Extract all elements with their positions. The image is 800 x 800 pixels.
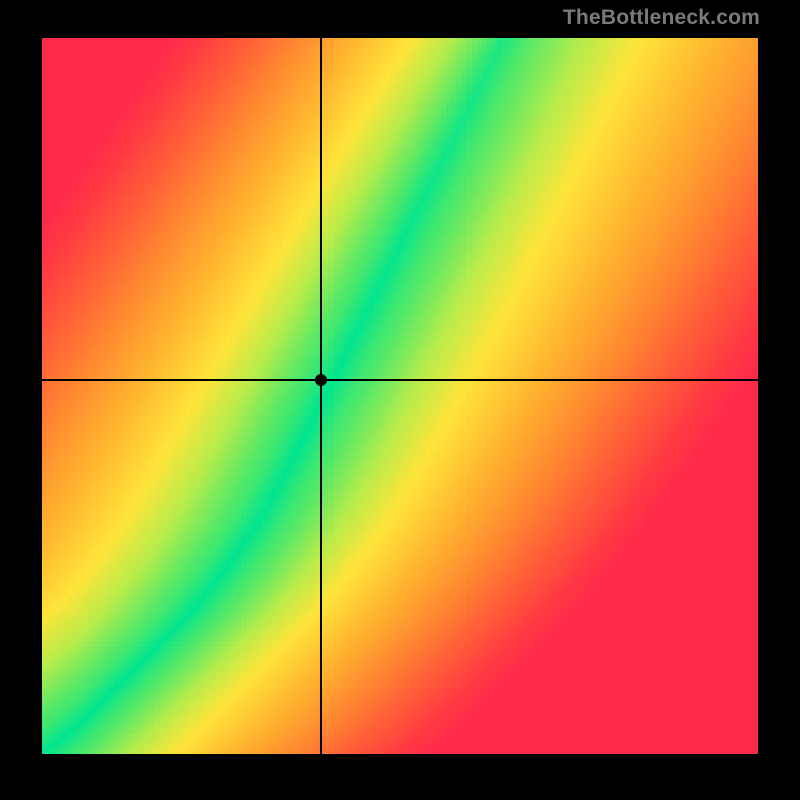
watermark-text: TheBottleneck.com	[563, 6, 760, 30]
heatmap-plot	[42, 38, 758, 754]
frame: TheBottleneck.com	[0, 0, 800, 800]
heatmap-canvas	[42, 38, 758, 754]
